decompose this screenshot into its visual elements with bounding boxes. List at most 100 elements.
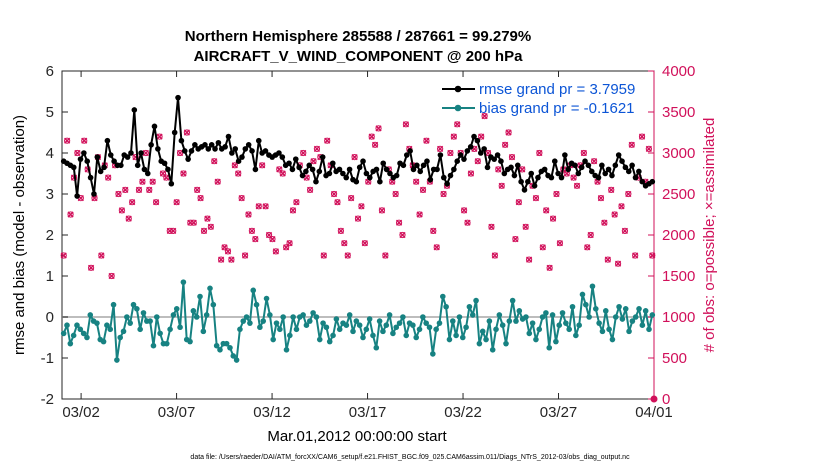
obs-possible-marker xyxy=(153,199,160,206)
rmse-point xyxy=(360,158,366,164)
obs-possible-marker xyxy=(211,158,218,165)
obs-assimilated-marker xyxy=(519,166,526,173)
rmse-point xyxy=(467,144,474,150)
bias-point xyxy=(267,312,273,318)
x-tick-label: 04/01 xyxy=(635,404,673,421)
bias-point xyxy=(217,347,223,353)
obs-possible-marker xyxy=(118,207,125,214)
obs-possible-marker xyxy=(129,199,136,206)
obs-assimilated-marker xyxy=(413,178,420,185)
obs-possible-marker xyxy=(320,252,327,259)
obs-possible-marker xyxy=(423,137,430,144)
obs-assimilated-marker xyxy=(204,215,211,222)
obs-possible-marker xyxy=(241,252,249,259)
y-right-tick-label: 3500 xyxy=(662,104,695,121)
rmse-point xyxy=(380,160,387,167)
obs-possible-marker xyxy=(372,141,379,148)
obs-assimilated-marker xyxy=(597,195,605,202)
obs-possible-marker xyxy=(60,252,67,259)
obs-possible-marker xyxy=(539,244,546,251)
bias-point xyxy=(563,320,569,326)
obs-assimilated-marker xyxy=(74,149,81,157)
obs-possible-marker xyxy=(488,223,495,230)
obs-possible-marker xyxy=(207,223,214,230)
bias-point xyxy=(579,291,586,298)
obs-possible-marker xyxy=(173,199,180,206)
bias-point xyxy=(140,310,147,316)
obs-assimilated-marker xyxy=(539,244,546,251)
bias-point xyxy=(446,336,453,343)
rmse-point xyxy=(508,164,514,171)
bias-point xyxy=(227,344,233,351)
obs-assimilated-marker xyxy=(324,137,331,144)
rmse-point xyxy=(286,160,292,167)
obs-possible-marker xyxy=(454,121,461,128)
bias-point xyxy=(94,320,100,326)
x-tick-label: 03/07 xyxy=(158,404,196,421)
rmse-point xyxy=(649,178,656,185)
bias-point xyxy=(203,312,210,318)
obs-possible-marker xyxy=(591,158,598,165)
obs-assimilated-marker xyxy=(358,203,365,210)
obs-assimilated-marker xyxy=(67,211,74,218)
obs-assimilated-marker xyxy=(183,129,190,136)
obs-possible-marker xyxy=(159,170,167,177)
obs-assimilated-marker xyxy=(197,195,204,202)
obs-possible-marker xyxy=(395,219,403,226)
bias-point xyxy=(626,328,632,335)
obs-assimilated-marker xyxy=(354,215,362,222)
y-left-tick-label: 5 xyxy=(46,104,54,121)
bias-point xyxy=(619,316,626,322)
bias-point xyxy=(180,279,187,285)
bias-point xyxy=(287,332,293,339)
rmse-point xyxy=(74,193,80,199)
rmse-point xyxy=(444,180,450,187)
obs-assimilated-marker xyxy=(419,186,427,193)
bias-point xyxy=(523,314,529,320)
rmse-point xyxy=(575,170,582,177)
bias-point xyxy=(213,342,220,349)
obs-possible-marker xyxy=(224,248,232,255)
rmse-point xyxy=(528,170,535,177)
bias-point xyxy=(323,324,330,331)
rmse-point xyxy=(336,166,343,173)
bias-point xyxy=(80,330,87,337)
bias-point xyxy=(536,326,543,333)
rmse-point xyxy=(420,162,427,169)
rmse-point xyxy=(343,174,350,181)
rmse-point xyxy=(222,144,228,150)
bias-point xyxy=(290,314,296,320)
y-right-tick-label: 1000 xyxy=(662,309,695,326)
obs-assimilated-marker xyxy=(543,207,550,214)
bias-point xyxy=(147,318,153,324)
obs-possible-marker xyxy=(416,211,423,218)
bias-point xyxy=(190,308,197,314)
rmse-point xyxy=(144,170,151,177)
y-axis-left-label: rmse and bias (model - observation) xyxy=(11,115,28,355)
obs-assimilated-marker xyxy=(156,133,163,140)
bias-point xyxy=(416,326,423,333)
rmse-point xyxy=(101,164,107,171)
obs-assimilated-marker xyxy=(433,244,440,251)
obs-possible-marker xyxy=(474,158,481,165)
obs-assimilated-marker xyxy=(228,256,235,263)
obs-assimilated-marker xyxy=(207,223,214,230)
rmse-point xyxy=(427,176,434,183)
rmse-point xyxy=(498,158,504,164)
rmse-point xyxy=(562,152,568,158)
bias-point xyxy=(376,318,383,324)
x-tick-label: 03/27 xyxy=(540,404,578,421)
bias-point xyxy=(247,320,253,326)
obs-assimilated-marker xyxy=(604,256,611,263)
rmse-point xyxy=(252,166,259,173)
bias-point xyxy=(356,322,363,329)
obs-possible-marker xyxy=(190,219,197,226)
bias-point xyxy=(360,334,366,341)
rmse-point xyxy=(319,154,326,160)
obs-assimilated-marker xyxy=(272,248,279,255)
obs-zero-marker xyxy=(650,395,658,403)
obs-possible-marker xyxy=(618,203,625,210)
bias-point xyxy=(366,316,373,322)
obs-assimilated-marker xyxy=(190,219,197,226)
obs-assimilated-marker xyxy=(450,133,457,140)
